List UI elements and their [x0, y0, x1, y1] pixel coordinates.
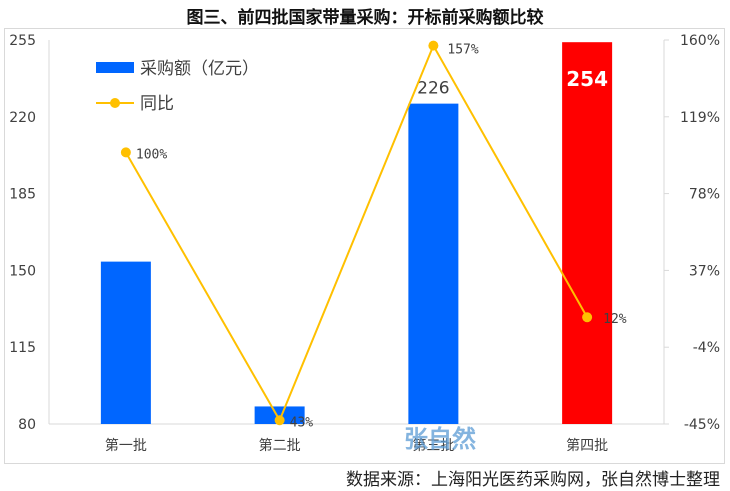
yoy-point	[120, 147, 131, 158]
y-right-tick-label: 119%	[680, 110, 720, 126]
y-right-tick-label: 37%	[689, 263, 720, 279]
y-left-tick-label: 150	[9, 263, 36, 279]
bar-value-label: 226	[417, 79, 449, 99]
bar	[254, 406, 305, 424]
bar-value-label: 254	[566, 67, 608, 91]
legend-line-marker	[110, 98, 120, 108]
bar	[408, 103, 459, 425]
source-note: 数据来源：上海阳光医药采购网，张自然博士整理	[346, 470, 720, 490]
watermark: 张自然	[404, 424, 476, 453]
y-left-tick-label: 80	[18, 417, 36, 433]
legend-bar-swatch	[96, 62, 134, 73]
yoy-line	[125, 43, 588, 423]
yoy-point	[274, 415, 285, 426]
x-category-label: 第二批	[259, 437, 301, 454]
y-left-tick-label: 115	[9, 340, 36, 356]
y-left-tick-label: 185	[9, 187, 36, 203]
yoy-point	[428, 40, 439, 51]
y-left-tick-label: 220	[9, 110, 36, 126]
chart-title: 图三、前四批国家带量采购：开标前采购额比较	[186, 8, 544, 28]
yoy-value-label: 100%	[136, 147, 167, 162]
bar	[100, 261, 151, 424]
plot-frame	[4, 28, 725, 464]
x-category-label: 第一批	[105, 437, 147, 454]
y-right-tick-label: -45%	[684, 417, 720, 433]
legend-line-label: 同比	[140, 94, 174, 114]
y-left-tick-label: 255	[9, 33, 36, 49]
yoy-point	[582, 312, 593, 323]
y-right-tick-label: -4%	[693, 340, 720, 356]
y-right-tick-label: 78%	[689, 187, 720, 203]
yoy-value-label: 157%	[447, 43, 478, 58]
y-right-tick-label: 160%	[680, 33, 720, 49]
x-category-label: 第三批	[412, 437, 454, 454]
yoy-value-label: 12%	[603, 312, 627, 327]
x-category-label: 第四批	[566, 437, 608, 454]
yoy-value-label: 43%	[290, 415, 314, 430]
legend-bar-label: 采购额（亿元）	[140, 59, 259, 79]
bar	[562, 42, 613, 425]
